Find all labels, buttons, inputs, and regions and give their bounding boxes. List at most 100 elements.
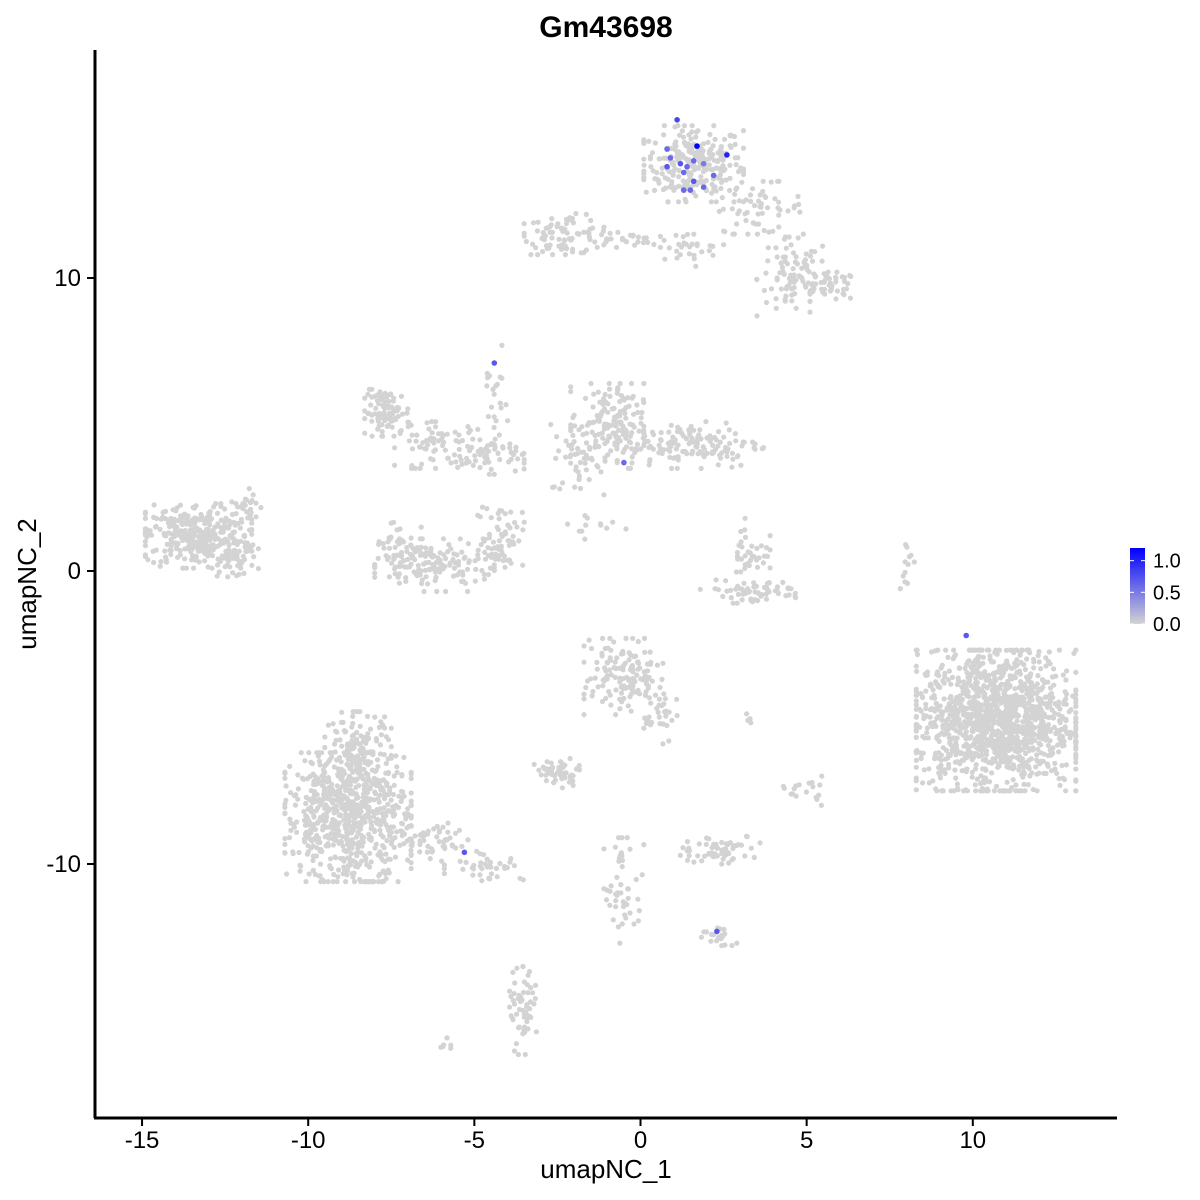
cell-point: [711, 853, 717, 859]
cell-point: [313, 808, 319, 814]
cell-point: [571, 439, 577, 445]
cell-point: [383, 851, 389, 857]
cell-point: [392, 854, 399, 860]
cell-point: [1063, 728, 1069, 734]
cell-point: [914, 668, 920, 675]
cell-point: [953, 750, 959, 756]
cell-point: [1073, 688, 1079, 694]
cell-point: [465, 541, 471, 547]
cell-point: [367, 850, 373, 856]
cell-point: [291, 793, 297, 799]
cell-point: [388, 520, 394, 526]
cell-point: [1027, 773, 1033, 779]
cell-point: [376, 410, 382, 416]
cell-point: [465, 443, 471, 449]
cell-point: [521, 466, 527, 472]
cell-point: [920, 733, 926, 740]
cell-point: [595, 684, 601, 690]
cell-point: [324, 779, 330, 785]
cell-point: [359, 843, 365, 849]
cell-point: [648, 164, 654, 170]
cell-point: [470, 436, 476, 442]
cell-point: [234, 541, 240, 548]
cell-point: [813, 794, 819, 801]
cell-point: [482, 460, 488, 466]
cell-point: [362, 819, 368, 825]
cell-point: [282, 775, 288, 781]
cell-point: [955, 759, 961, 765]
cell-point: [219, 553, 225, 559]
cell-point: [613, 244, 620, 250]
cell-point: [828, 284, 834, 290]
cell-point: [332, 749, 338, 755]
cell-point: [742, 527, 748, 533]
cell-point: [500, 558, 506, 564]
cell-point: [465, 588, 471, 595]
cell-point: [1047, 685, 1054, 691]
cell-point: [583, 440, 590, 446]
cell-point: [677, 852, 684, 859]
cell-point: [635, 918, 642, 924]
chart-title: Gm43698: [539, 11, 672, 44]
cell-point: [640, 397, 647, 403]
cell-point: [218, 503, 224, 509]
cell-point: [556, 766, 562, 772]
cell-point: [723, 177, 729, 183]
cell-point: [559, 785, 566, 791]
cell-point: [481, 576, 487, 582]
cell-point: [521, 221, 527, 227]
cell-point: [533, 245, 539, 251]
cell-point: [568, 384, 574, 390]
cell-point: [975, 708, 981, 714]
cell-point: [588, 455, 595, 461]
cell-point: [668, 184, 674, 190]
cell-point: [417, 841, 423, 848]
cell-point: [1034, 752, 1040, 758]
cell-point: [425, 550, 431, 557]
cell-point: [334, 757, 340, 763]
cell-point: [353, 803, 360, 809]
cell-point: [1039, 714, 1045, 720]
cell-point: [282, 836, 288, 842]
cell-point: [383, 760, 389, 767]
cell-point: [946, 765, 952, 771]
cell-point: [619, 864, 625, 870]
cell-point: [343, 750, 350, 757]
cell-point: [983, 767, 989, 773]
cell-point: [1025, 712, 1031, 718]
cell-point: [735, 842, 742, 848]
cell-point: [337, 832, 343, 838]
cell-point: [350, 799, 356, 805]
cell-point: [190, 526, 196, 532]
cell-point: [448, 460, 454, 466]
cell-point: [441, 862, 447, 868]
cell-point: [412, 465, 418, 471]
cell-point: [627, 694, 633, 700]
cell-point: [432, 577, 438, 584]
cell-point: [1033, 764, 1039, 770]
cell-point: [947, 740, 953, 746]
cell-point: [948, 788, 954, 794]
cell-point: [330, 797, 336, 803]
cell-point: [742, 853, 748, 859]
cell-point: [942, 767, 948, 773]
y-tick-label: -10: [46, 851, 81, 878]
cell-point: [695, 128, 701, 134]
cell-point: [511, 1001, 518, 1007]
cell-point: [354, 729, 360, 736]
cell-point: [216, 569, 222, 575]
cell-point: [412, 833, 418, 839]
cell-point: [596, 418, 602, 424]
cell-point: [697, 427, 703, 433]
cell-point: [724, 842, 731, 848]
cell-point: [202, 520, 208, 527]
cell-point: [443, 556, 449, 562]
cell-point: [758, 543, 765, 549]
cell-point: [913, 689, 919, 695]
cell-point: [969, 711, 975, 717]
cell-point: [733, 438, 739, 444]
cell-point: [202, 558, 208, 564]
cell-point: [1060, 738, 1067, 744]
cell-point: [389, 560, 395, 566]
cell-point: [515, 1051, 522, 1058]
